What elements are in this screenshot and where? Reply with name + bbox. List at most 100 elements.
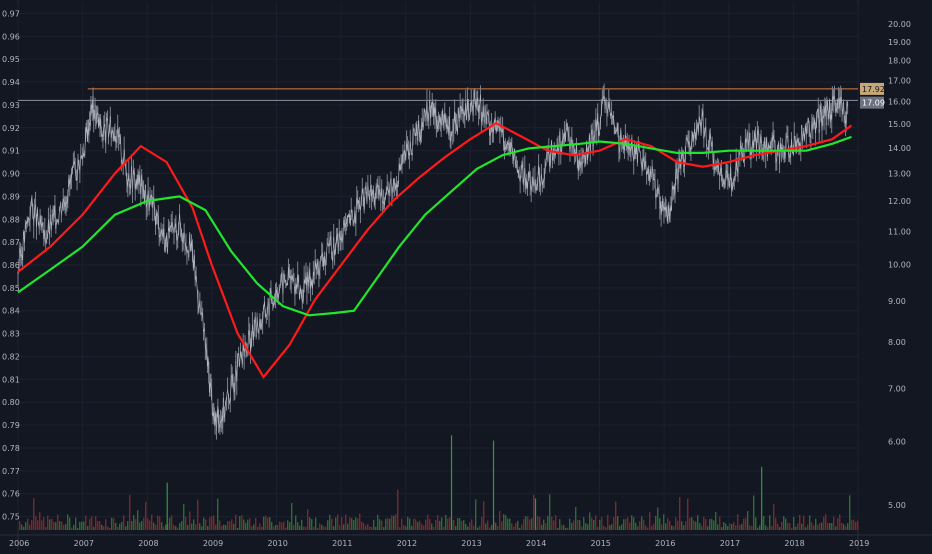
volume-bar <box>727 526 729 530</box>
volume-bar <box>187 525 189 530</box>
volume-bar <box>413 518 415 530</box>
volume-bar <box>677 520 679 530</box>
volume-bar <box>699 523 701 530</box>
volume-bar <box>733 521 735 530</box>
right-tick-label: 10.00 <box>888 261 911 270</box>
volume-bar <box>671 525 673 530</box>
volume-spike <box>761 466 763 530</box>
volume-bar <box>359 513 361 530</box>
volume-bar <box>427 514 429 530</box>
volume-bar <box>735 525 737 530</box>
volume-bar <box>399 527 401 530</box>
x-tick-label: 2006 <box>9 539 29 548</box>
volume-bar <box>425 519 427 530</box>
volume-bar <box>375 526 377 530</box>
volume-bar <box>387 518 389 530</box>
left-tick-label: 0.77 <box>2 467 20 476</box>
volume-bar <box>291 502 293 530</box>
price-tag-upper-label: 17.92 <box>862 85 885 94</box>
left-axis[interactable]: 0.75 0.76 0.77 0.78 0.79 0.80 0.81 0.82 0.83 0.84… <box>2 9 20 521</box>
volume-bar <box>61 521 63 530</box>
volume-bar <box>199 523 201 530</box>
volume-bar <box>565 527 567 530</box>
volume-bar <box>259 523 261 530</box>
volume-bar <box>635 522 637 530</box>
moving-average-line <box>17 135 852 317</box>
volume-bar <box>553 520 555 530</box>
volume-bar <box>263 516 265 530</box>
volume-bar <box>511 523 513 530</box>
volume-bar <box>361 521 363 530</box>
volume-bar <box>429 518 431 530</box>
volume-bar <box>683 525 685 530</box>
volume-bar <box>755 517 757 530</box>
volume-bar <box>293 524 295 530</box>
volume-bar <box>73 524 75 530</box>
volume-spike <box>492 440 495 530</box>
right-axis[interactable]: 5.00 6.00 7.00 8.00 9.00 10.00 11.00 12.00 13.00… <box>888 20 911 510</box>
volume-bar <box>449 517 451 530</box>
volume-bar <box>585 523 587 530</box>
volume-bar <box>815 518 817 530</box>
volume-bar <box>529 519 531 530</box>
volume-bar <box>723 522 725 530</box>
volume-bar <box>595 515 597 530</box>
volume-bar <box>103 526 105 530</box>
volume-bar <box>839 514 841 530</box>
volume-bar <box>701 525 703 530</box>
volume-bar <box>159 516 161 530</box>
volume-bar <box>745 517 747 530</box>
volume-bar <box>499 510 501 530</box>
volume-bar <box>231 519 233 530</box>
left-tick-label: 0.90 <box>2 170 20 179</box>
volume-bar <box>465 523 467 530</box>
volume-bar <box>83 521 85 530</box>
volume-bar <box>235 514 237 530</box>
volume-bar <box>801 523 803 530</box>
right-tick-label: 15.00 <box>888 120 911 129</box>
left-tick-label: 0.88 <box>2 215 20 224</box>
volume-bar <box>691 517 693 530</box>
volume-bar <box>713 520 715 530</box>
right-tick-label: 13.00 <box>888 169 911 178</box>
volume-bar <box>403 525 405 530</box>
volume-bar <box>265 515 267 530</box>
volume-bar <box>249 518 251 530</box>
volume-bar <box>579 520 581 530</box>
volume-bar <box>423 525 425 530</box>
volume-bar <box>643 519 645 530</box>
volume-bar <box>273 526 275 530</box>
volume-bar <box>153 522 155 530</box>
volume-bar <box>681 521 683 530</box>
volume-bar <box>269 517 271 530</box>
volume-bar <box>347 523 349 530</box>
volume-bar <box>19 521 21 530</box>
left-tick-label: 0.93 <box>2 101 20 110</box>
volume-bar <box>209 517 211 530</box>
volume-bar <box>707 526 709 530</box>
volume-bar <box>753 495 755 530</box>
volume-bar <box>311 519 313 530</box>
volume-bar <box>639 521 641 530</box>
right-tick-label: 9.00 <box>888 297 906 306</box>
volume-bar <box>563 524 565 530</box>
volume-bar <box>819 523 821 530</box>
volume-bar <box>521 524 523 530</box>
volume-bar <box>663 514 665 530</box>
volume-bar <box>307 509 309 530</box>
volume-bar <box>655 516 657 530</box>
volume-bar <box>47 515 49 530</box>
volume-bar <box>799 514 801 530</box>
volume-bar <box>779 527 781 530</box>
left-tick-label: 0.81 <box>2 375 20 384</box>
volume-bar <box>717 524 719 530</box>
left-tick-label: 0.91 <box>2 147 20 156</box>
volume-bar <box>101 524 103 530</box>
volume-bar <box>591 517 593 530</box>
volume-bar <box>139 522 141 530</box>
volume-bar <box>251 526 253 530</box>
volume-bar <box>217 498 219 530</box>
x-tick-label: 2008 <box>138 539 158 548</box>
x-axis[interactable]: 2006 2007 2008 2009 2010 2011 2012 2013 2014 2015… <box>9 539 869 548</box>
volume-bar <box>765 525 767 530</box>
